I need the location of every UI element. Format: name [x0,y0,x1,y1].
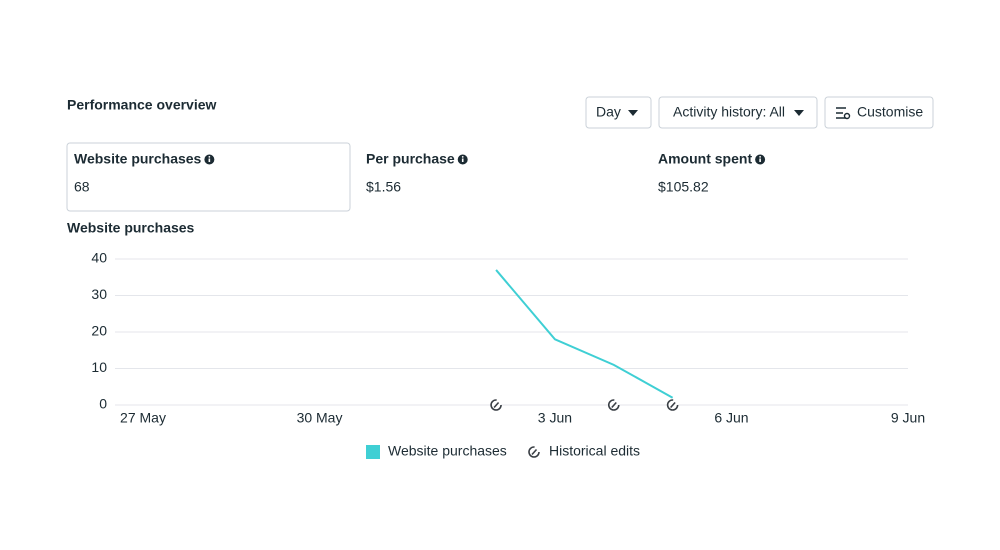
metric-value: 68 [74,179,90,195]
x-tick-label: 9 Jun [891,410,925,426]
x-tick-label: 30 May [297,410,343,426]
chart-title: Website purchases [67,220,195,236]
button-box [585,96,652,129]
metric-label: Amount spent [658,151,752,167]
button-label: Customise [857,104,923,120]
legend-label: Website purchases [388,443,507,459]
x-tick-label: 3 Jun [538,410,572,426]
info-icon [208,156,211,158]
y-tick-label: 40 [91,250,107,266]
historical-edit-marker [528,446,540,458]
customise-button[interactable]: Customise [824,96,934,129]
button-box [824,96,934,129]
caret [628,110,638,116]
y-tick-label: 20 [91,323,107,339]
metric-card-selected[interactable] [66,142,351,212]
historical-edit-marker [607,399,620,411]
day-button[interactable]: Day [585,96,652,129]
button-box [658,96,818,129]
edit-icon-pen [531,448,538,456]
button-label: Day [596,104,621,120]
x-tick-label: 6 Jun [714,410,748,426]
info-icon [759,156,762,158]
customise-icon [843,112,851,120]
info-icon [461,158,464,162]
metric-label: Website purchases [74,151,202,167]
data-line [495,269,674,399]
edit-icon-pen [670,401,676,409]
customise-icon [836,107,846,119]
y-tick-label: 30 [91,286,107,302]
metric-value: $105.82 [658,179,709,195]
edit-icon-pen [493,401,500,409]
info-icon [759,158,761,162]
activity-button[interactable]: Activity history: All [658,96,818,129]
historical-edit-marker [490,399,502,411]
edit-icon-pen [611,401,617,409]
caret [794,110,804,116]
section-title: Performance overview [67,97,217,113]
x-tick-label: 27 May [120,410,166,426]
metric-value: $1.56 [366,179,401,195]
button-label: Activity history: All [673,104,785,120]
historical-edit-marker [666,399,679,411]
y-tick-label: 10 [91,359,107,375]
legend-swatch [366,445,380,459]
legend-label: Historical edits [549,443,640,459]
info-icon [461,156,464,158]
info-icon [208,158,211,162]
y-tick-label: 0 [99,396,107,412]
metric-label: Per purchase [366,151,455,167]
